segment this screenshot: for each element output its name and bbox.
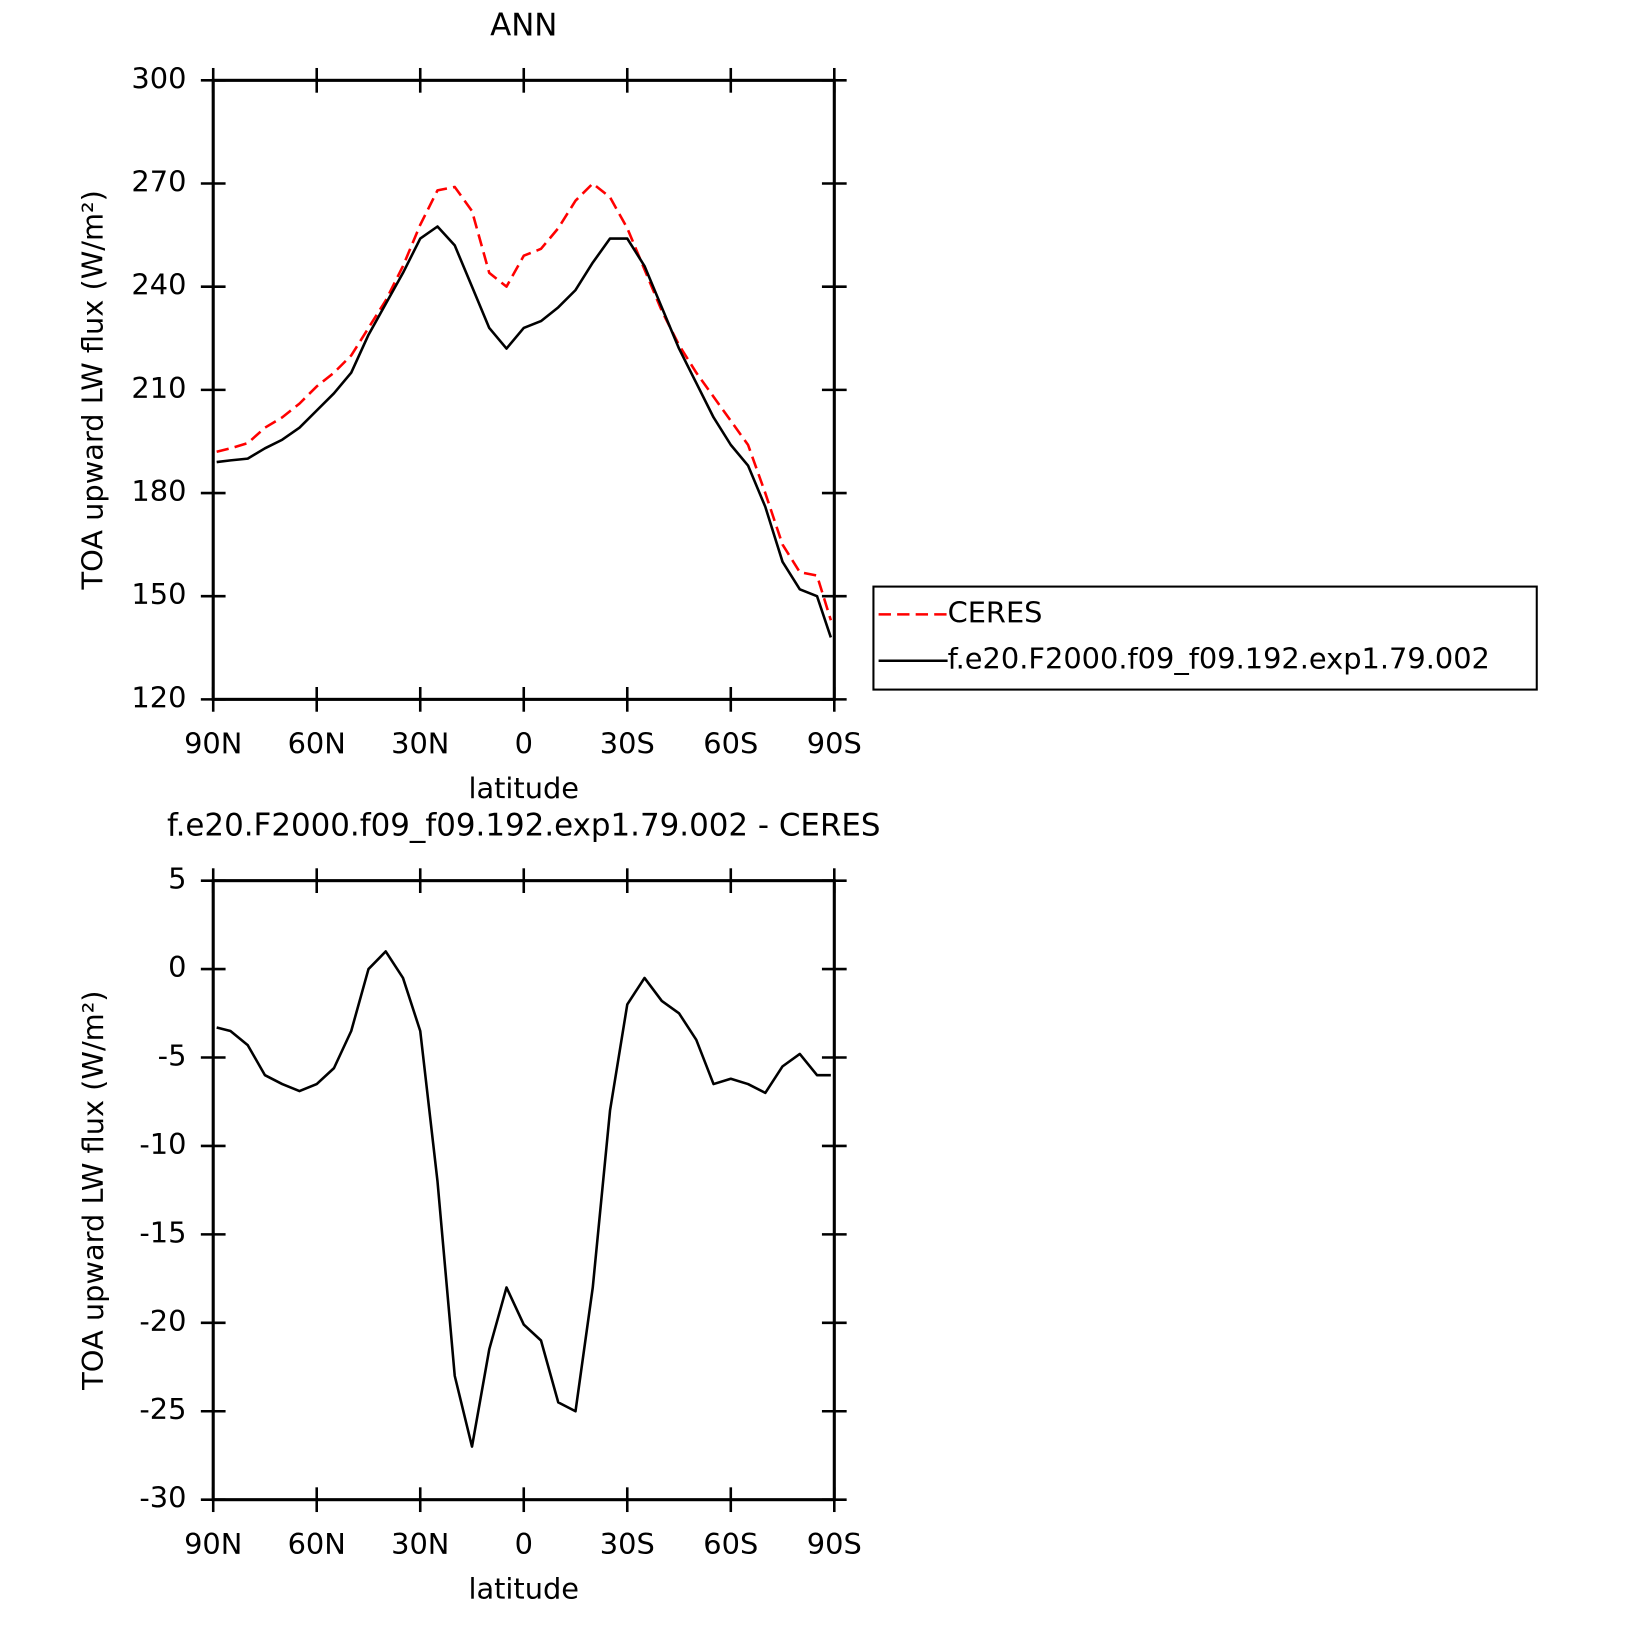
y-tick-label: 180 xyxy=(131,474,186,508)
x-axis-label: latitude xyxy=(468,771,579,805)
x-tick-label: 60N xyxy=(288,1527,346,1561)
plot-frame xyxy=(211,879,836,1502)
x-tick-label: 90S xyxy=(807,727,862,761)
y-axis-label: TOA upward LW flux (W/m²) xyxy=(76,990,110,1390)
x-tick-label: 30S xyxy=(600,727,655,761)
data-line xyxy=(216,950,831,1448)
chart-title: f.e20.F2000.f09_f09.192.exp1.79.002 - CE… xyxy=(167,808,881,844)
y-tick-label: 210 xyxy=(131,371,186,405)
x-tick-label: 0 xyxy=(515,1527,533,1561)
data-line xyxy=(216,225,833,638)
x-tick-label: 90S xyxy=(807,1527,862,1561)
y-tick-label: 5 xyxy=(168,862,186,896)
y-tick-label: -25 xyxy=(139,1392,186,1426)
y-tick-label: -10 xyxy=(139,1127,186,1161)
x-tick-label: 60S xyxy=(703,1527,758,1561)
legend-label: CERES xyxy=(948,595,1043,629)
y-axis-label: TOA upward LW flux (W/m²) xyxy=(76,190,110,590)
x-tick-label: 90N xyxy=(184,1527,242,1561)
y-tick-label: 240 xyxy=(131,268,186,302)
y-tick-label: 0 xyxy=(168,950,186,984)
y-tick-label: -15 xyxy=(139,1215,186,1249)
figure-body: ANN latitude TOA upward LW flux (W/m²) 120 1… xyxy=(76,7,1538,1605)
plot-frame xyxy=(211,78,836,701)
legend-box xyxy=(872,585,1538,691)
y-tick-label: 150 xyxy=(131,577,186,611)
legend-label: f.e20.F2000.f09_f09.192.exp1.79.002 xyxy=(948,642,1490,676)
x-tick-label: 30N xyxy=(391,727,449,761)
x-axis-label: latitude xyxy=(468,1571,579,1605)
y-tick-label: 120 xyxy=(131,680,186,714)
y-tick-label: -5 xyxy=(158,1039,187,1073)
y-tick-label: 270 xyxy=(131,165,186,199)
data-line xyxy=(216,182,833,621)
x-tick-label: 30S xyxy=(600,1527,655,1561)
x-tick-label: 0 xyxy=(515,727,533,761)
y-tick-label: -30 xyxy=(139,1481,186,1515)
x-tick-label: 60N xyxy=(288,727,346,761)
y-tick-label: -20 xyxy=(139,1304,186,1338)
x-tick-label: 60S xyxy=(703,727,758,761)
x-tick-label: 90N xyxy=(184,727,242,761)
y-tick-label: 300 xyxy=(131,61,186,95)
x-tick-label: 30N xyxy=(391,1527,449,1561)
chart-title: ANN xyxy=(490,7,557,43)
